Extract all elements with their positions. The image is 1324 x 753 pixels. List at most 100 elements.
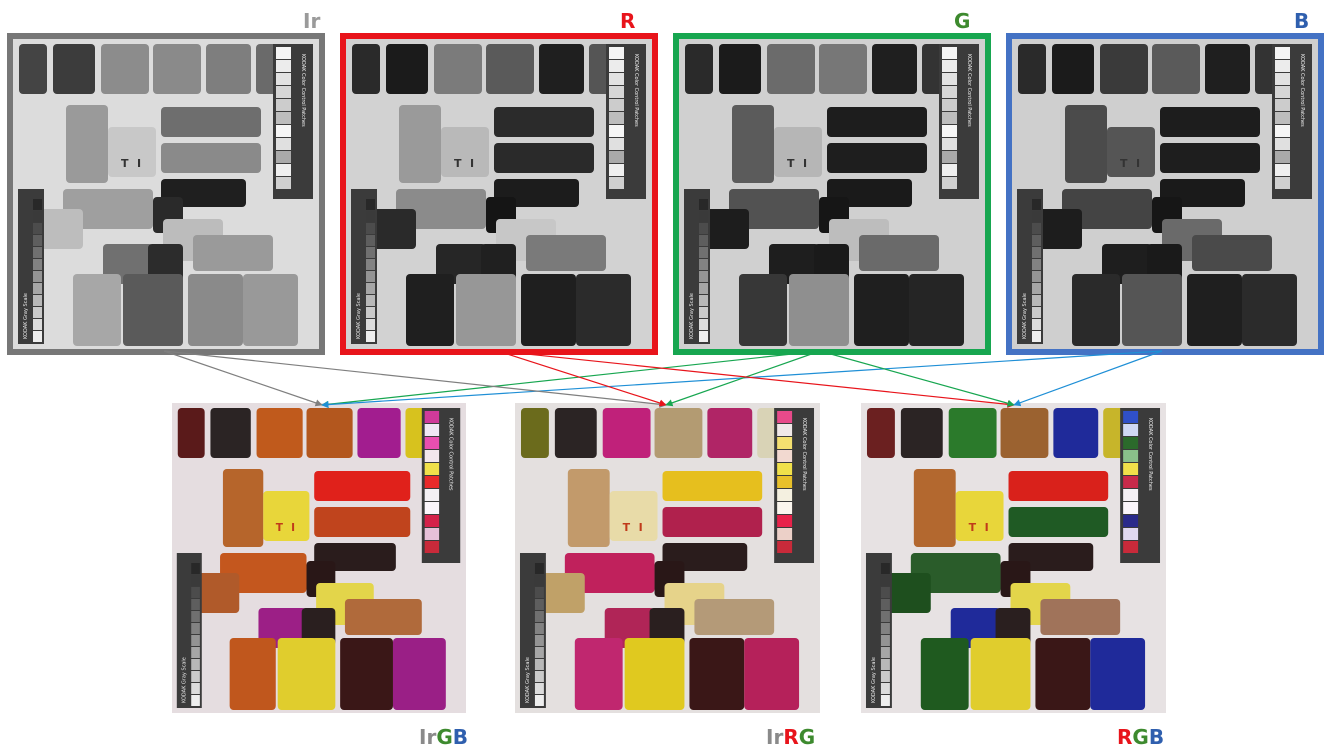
- paint-swatch: [301, 608, 336, 646]
- paint-swatch: [1205, 44, 1250, 94]
- color-patches-label: KODAK Color Control Patches: [1299, 54, 1305, 127]
- gray-step: [880, 599, 890, 610]
- gray-step: [880, 647, 890, 658]
- ir-channel-image: KODAK Color Control Patches KODAK Gray Sc…: [13, 39, 319, 349]
- paint-swatch: [486, 44, 534, 94]
- gray-step: [366, 247, 375, 258]
- paint-swatch: [277, 638, 336, 710]
- gray-step: [366, 235, 375, 246]
- gray-step: [880, 623, 890, 634]
- paint-swatch: [101, 44, 149, 94]
- paint-swatch: [220, 553, 307, 593]
- paint-swatch: [66, 105, 108, 183]
- arrow-g-to-rgb: [819, 350, 1015, 407]
- paint-swatch: [814, 244, 849, 282]
- color-patch: [609, 164, 624, 176]
- gray-step: [1032, 259, 1041, 270]
- paint-swatch: [1035, 638, 1091, 710]
- paint-swatch: [256, 44, 278, 94]
- gray-scale-label: KODAK Gray Scale: [182, 657, 188, 703]
- gray-scale-label: KODAK Gray Scale: [689, 293, 695, 339]
- panel-b: KODAK Color Control Patches KODAK Gray Sc…: [1006, 33, 1324, 355]
- gray-step: [534, 683, 544, 694]
- letter-i: I: [803, 157, 807, 170]
- arrow-b-to-rgb: [1013, 350, 1163, 407]
- paint-swatch: [73, 274, 121, 346]
- paint-swatch: [1018, 44, 1046, 94]
- gray-scale-label: KODAK Gray Scale: [871, 657, 877, 703]
- paint-swatch: [521, 274, 576, 346]
- color-patch: [1275, 112, 1290, 124]
- color-patch: [1123, 424, 1139, 436]
- arrow-g-to-irgb: [321, 350, 821, 408]
- paint-swatch: [263, 491, 310, 541]
- paint-swatch: [306, 408, 353, 458]
- label-rgb-part: R: [1117, 725, 1133, 749]
- paint-swatch: [910, 553, 1001, 593]
- gray-step: [191, 659, 200, 670]
- gray-step: [191, 683, 200, 694]
- letter-i: I: [639, 521, 643, 534]
- color-patch: [1275, 60, 1290, 72]
- paint-swatch: [396, 189, 486, 229]
- color-patch: [609, 60, 624, 72]
- paint-swatch: [539, 44, 584, 94]
- gray-step: [534, 671, 544, 682]
- paint-swatch: [63, 189, 153, 229]
- gray-step: [366, 259, 375, 270]
- paint-swatch: [399, 105, 441, 183]
- color-patch: [942, 151, 957, 163]
- color-patch: [276, 112, 291, 124]
- gray-step: [33, 271, 42, 282]
- paint-swatch: [441, 127, 489, 177]
- paint-swatch: [153, 44, 201, 94]
- gray-step: [1032, 271, 1041, 282]
- paint-swatch: [685, 44, 713, 94]
- letter-t: T: [454, 157, 462, 170]
- gray-step: [1032, 283, 1041, 294]
- gray-step: [1032, 295, 1041, 306]
- paint-swatch: [386, 44, 428, 94]
- color-patch: [1123, 528, 1139, 540]
- color-patch: [1275, 151, 1290, 163]
- paint-swatch: [719, 44, 761, 94]
- gray-step: [33, 295, 42, 306]
- paint-swatch: [767, 44, 815, 94]
- paint-swatch: [481, 244, 516, 282]
- color-patch: [424, 528, 440, 540]
- label-r: R: [620, 9, 636, 33]
- paint-swatch: [1107, 127, 1155, 177]
- paint-swatch: [970, 638, 1031, 710]
- paint-swatch: [1103, 408, 1126, 458]
- gray-step: [191, 611, 200, 622]
- label-g: G: [954, 9, 971, 33]
- letter-t: T: [1120, 157, 1128, 170]
- label-rgb-part: G: [1132, 725, 1149, 749]
- gray-step: [534, 575, 544, 586]
- paint-swatch: [854, 274, 909, 346]
- paint-swatch: [564, 553, 655, 593]
- paint-swatch: [406, 274, 454, 346]
- letter-t: T: [623, 521, 631, 534]
- paint-swatch: [574, 638, 623, 710]
- letter-t: T: [276, 521, 284, 534]
- gray-step: [1032, 247, 1041, 258]
- color-patch: [942, 60, 957, 72]
- paint-swatch: [859, 235, 939, 271]
- color-patch: [609, 86, 624, 98]
- letter-i: I: [137, 157, 141, 170]
- paint-swatch: [243, 274, 298, 346]
- gray-step: [880, 659, 890, 670]
- gray-step: [33, 199, 42, 210]
- panel-ir: KODAK Color Control Patches KODAK Gray Sc…: [7, 33, 325, 355]
- paint-swatch: [405, 408, 427, 458]
- color-patch: [276, 47, 291, 59]
- paint-swatch: [1100, 44, 1148, 94]
- paint-swatch: [729, 189, 819, 229]
- color-patch: [609, 99, 624, 111]
- color-patch: [777, 541, 793, 553]
- color-patch: [942, 86, 957, 98]
- paint-swatch: [1052, 44, 1094, 94]
- gray-scale-label: KODAK Gray Scale: [525, 657, 531, 703]
- color-patch: [777, 424, 793, 436]
